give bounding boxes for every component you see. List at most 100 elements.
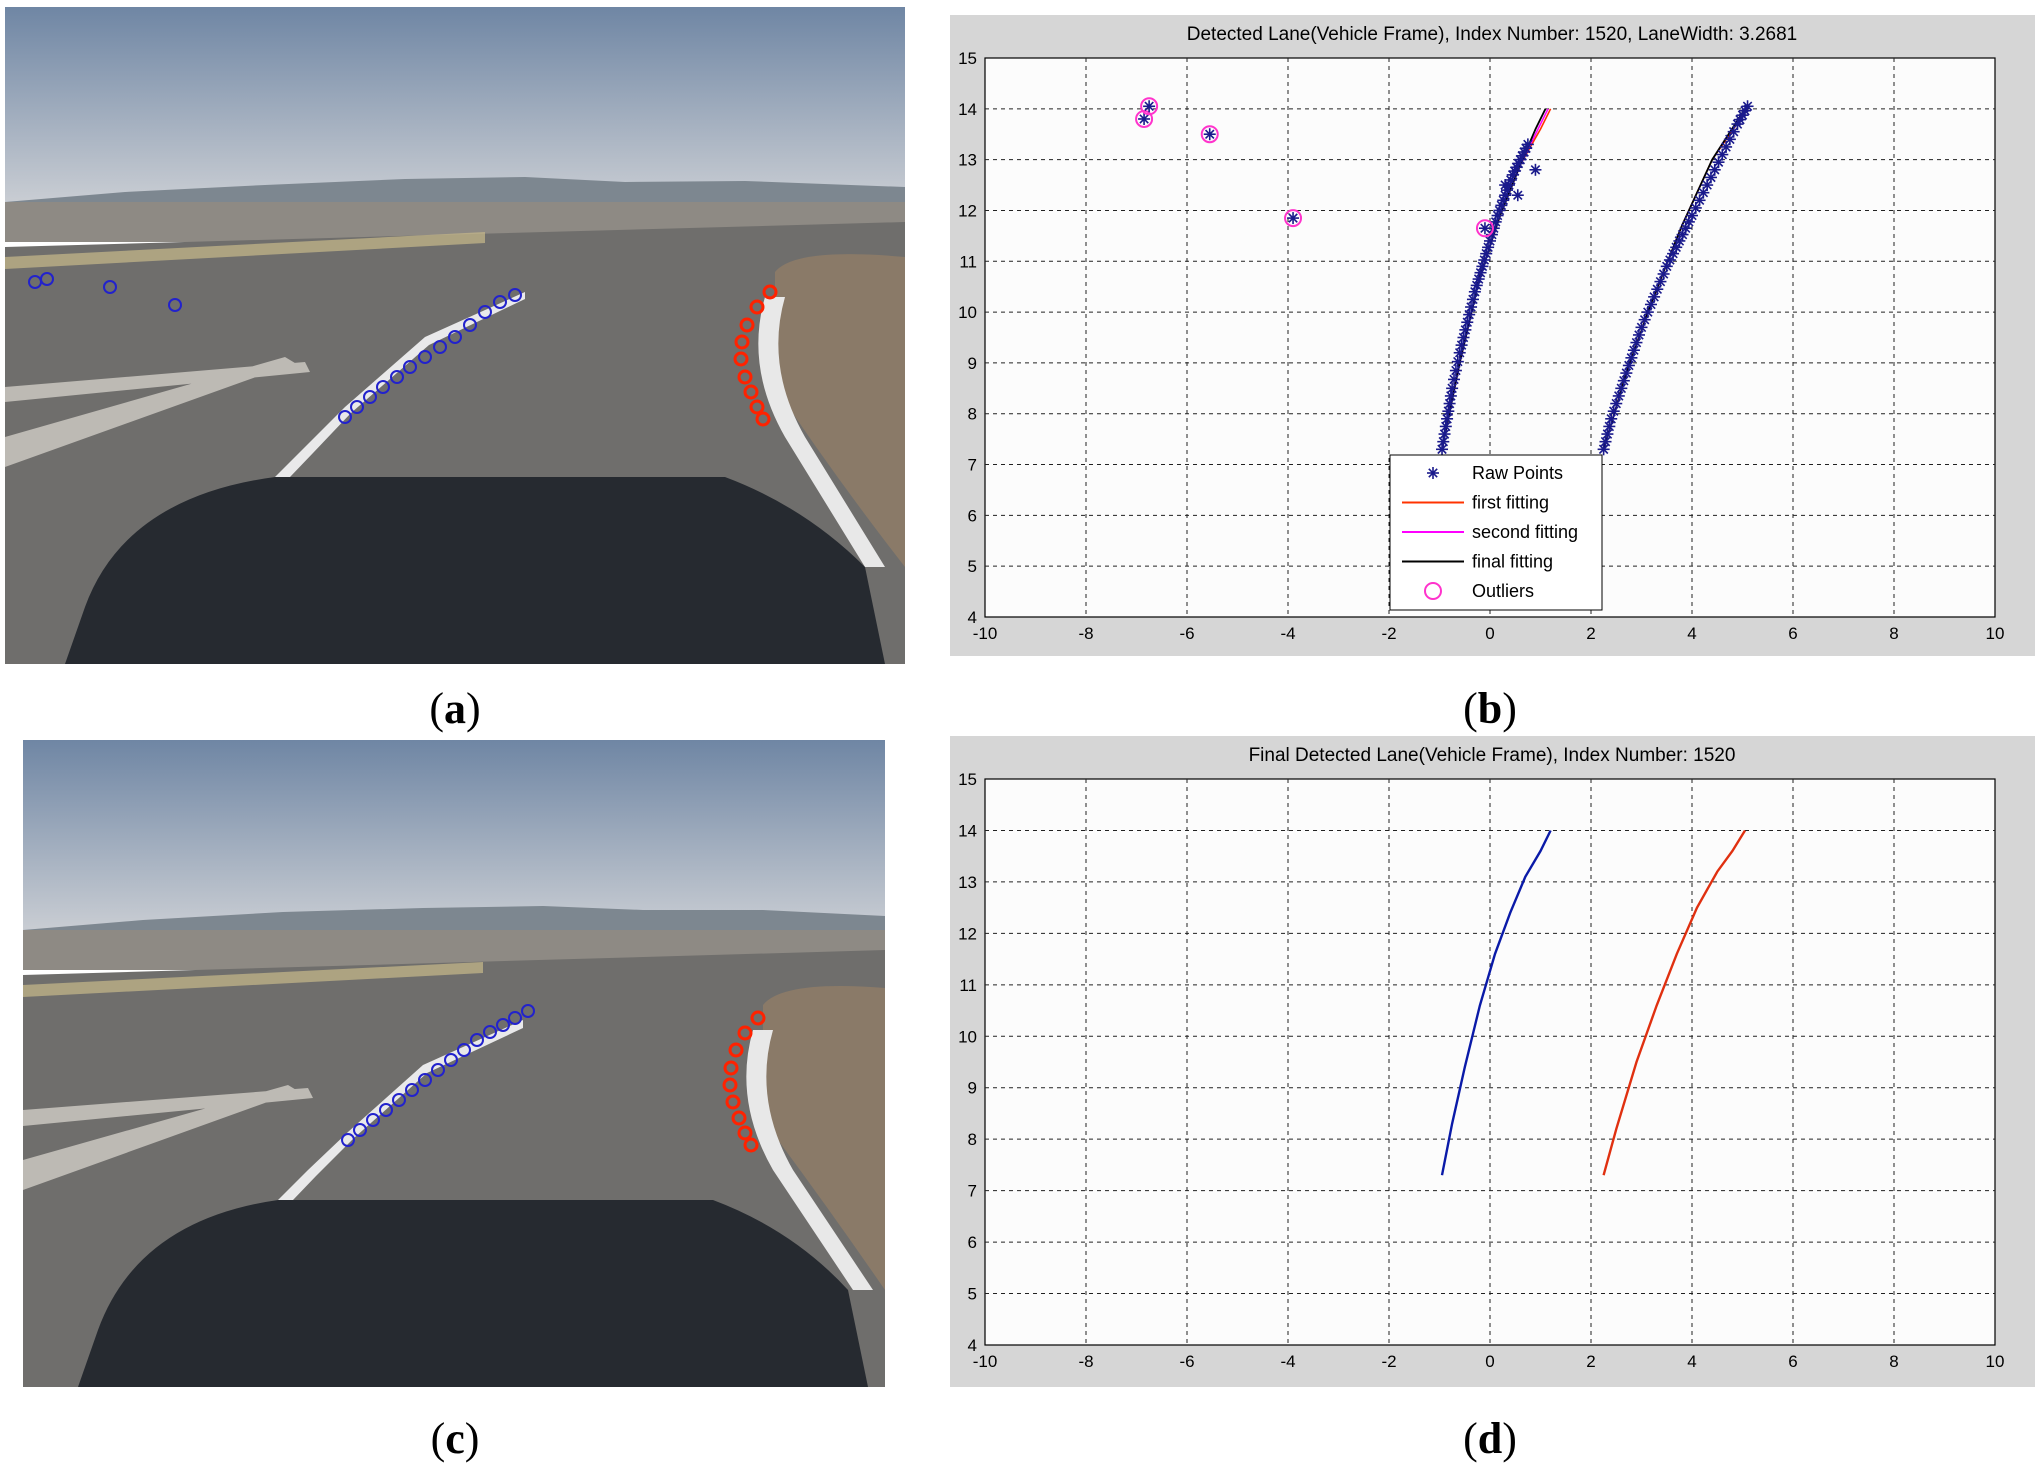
x-tick-label: 10 bbox=[1986, 1352, 2005, 1371]
x-tick-label: 6 bbox=[1788, 624, 1797, 643]
y-tick-label: 7 bbox=[968, 456, 977, 475]
legend-label: Raw Points bbox=[1472, 463, 1563, 483]
camera-image-c bbox=[23, 740, 885, 1387]
raw-point bbox=[1138, 112, 1151, 125]
raw-point bbox=[1603, 420, 1616, 433]
y-tick-label: 5 bbox=[968, 1285, 977, 1304]
raw-point bbox=[1482, 241, 1495, 254]
y-tick-label: 12 bbox=[958, 201, 977, 220]
left-lane-markers-c bbox=[341, 1004, 535, 1147]
x-tick-label: -6 bbox=[1179, 624, 1194, 643]
x-tick-label: -4 bbox=[1280, 1352, 1295, 1371]
y-tick-label: 13 bbox=[958, 151, 977, 170]
raw-point bbox=[1203, 128, 1216, 141]
raw-point bbox=[1436, 443, 1449, 456]
x-tick-label: -10 bbox=[973, 624, 998, 643]
legend-marker-raw-points bbox=[1427, 467, 1439, 479]
x-tick-label: 2 bbox=[1586, 1352, 1595, 1371]
y-tick-label: 11 bbox=[959, 252, 977, 271]
vehicle-hood bbox=[65, 477, 885, 664]
raw-point bbox=[1449, 364, 1462, 377]
x-tick-label: 10 bbox=[1986, 624, 2005, 643]
raw-point bbox=[1287, 212, 1300, 225]
outlier-marker bbox=[1140, 97, 1159, 116]
right-verge bbox=[763, 986, 885, 1290]
legend-label: first fitting bbox=[1472, 493, 1549, 513]
raw-point bbox=[1463, 308, 1476, 321]
x-tick-label: 6 bbox=[1788, 1352, 1797, 1371]
legend-label: final fitting bbox=[1472, 552, 1553, 572]
raw-point bbox=[1466, 293, 1479, 306]
x-tick-label: 4 bbox=[1687, 624, 1696, 643]
outlier-marker bbox=[1475, 219, 1494, 238]
chart-panel-d: Final Detected Lane(Vehicle Frame), Inde… bbox=[950, 736, 2035, 1387]
caption-a: (a) bbox=[429, 684, 481, 733]
raw-point bbox=[1443, 397, 1456, 410]
raw-point bbox=[1597, 443, 1610, 456]
raw-point bbox=[1457, 331, 1470, 344]
raw-point bbox=[1465, 301, 1478, 314]
raw-point bbox=[1478, 222, 1491, 235]
legend-label: Outliers bbox=[1472, 581, 1534, 601]
chart-b-svg: Detected Lane(Vehicle Frame), Index Numb… bbox=[958, 24, 2005, 643]
y-tick-label: 5 bbox=[968, 557, 977, 576]
x-tick-label: 2 bbox=[1586, 624, 1595, 643]
raw-point bbox=[1143, 100, 1156, 113]
raw-point bbox=[1704, 171, 1717, 184]
raw-point bbox=[1438, 428, 1451, 441]
y-tick-label: 4 bbox=[968, 608, 977, 627]
x-tick-label: -8 bbox=[1078, 624, 1093, 643]
road-scene-a bbox=[5, 7, 905, 664]
raw-point bbox=[1461, 316, 1474, 329]
chart-d-svg: Final Detected Lane(Vehicle Frame), Inde… bbox=[958, 745, 2005, 1371]
caption-d: (d) bbox=[1463, 1414, 1517, 1463]
x-tick-label: 0 bbox=[1485, 1352, 1494, 1371]
y-tick-label: 14 bbox=[958, 100, 977, 119]
y-tick-label: 9 bbox=[968, 354, 977, 373]
raw-point bbox=[1441, 412, 1454, 425]
outlier-marker bbox=[1135, 109, 1154, 128]
legend-label: second fitting bbox=[1472, 522, 1578, 542]
raw-point bbox=[1446, 382, 1459, 395]
raw-point bbox=[1439, 420, 1452, 433]
left-painted-line bbox=[275, 292, 525, 477]
lane-edge-right bbox=[746, 1030, 873, 1290]
sky bbox=[23, 740, 885, 930]
vehicle-hood bbox=[78, 1200, 868, 1387]
raw-point bbox=[1444, 389, 1457, 402]
final-lane-right bbox=[1602, 829, 1747, 1176]
crosswalk bbox=[23, 962, 483, 997]
outlier-marker bbox=[1200, 125, 1219, 144]
raw-point bbox=[1493, 204, 1506, 217]
chart-d-title: Final Detected Lane(Vehicle Frame), Inde… bbox=[1249, 745, 1736, 766]
camera-image-a bbox=[5, 7, 905, 664]
raw-point bbox=[1529, 163, 1542, 176]
left-lane-markers-a bbox=[28, 272, 522, 424]
chart-b-title: Detected Lane(Vehicle Frame), Index Numb… bbox=[1187, 24, 1797, 45]
raw-point bbox=[1521, 138, 1534, 151]
y-tick-label: 14 bbox=[958, 821, 977, 840]
final-lane-left bbox=[1440, 829, 1552, 1176]
raw-point bbox=[1451, 355, 1464, 368]
y-tick-label: 6 bbox=[968, 506, 977, 525]
x-tick-label: -6 bbox=[1179, 1352, 1194, 1371]
raw-point bbox=[1448, 373, 1461, 386]
raw-point bbox=[1472, 273, 1485, 286]
y-tick-label: 13 bbox=[958, 873, 977, 892]
raw-point bbox=[1622, 359, 1635, 372]
chart-panel-b: Detected Lane(Vehicle Frame), Index Numb… bbox=[950, 15, 2035, 656]
x-tick-label: -4 bbox=[1280, 624, 1295, 643]
x-tick-label: 0 bbox=[1485, 624, 1494, 643]
outlier-marker bbox=[1284, 209, 1303, 228]
arrow-marking bbox=[5, 357, 310, 467]
raw-point bbox=[1453, 346, 1466, 359]
raw-point bbox=[1459, 323, 1472, 336]
x-tick-label: 8 bbox=[1889, 1352, 1898, 1371]
raw-point bbox=[1601, 428, 1614, 441]
x-tick-label: -8 bbox=[1078, 1352, 1093, 1371]
raw-point bbox=[1511, 189, 1524, 202]
raw-point bbox=[1442, 405, 1455, 418]
raw-point bbox=[1693, 194, 1706, 207]
y-tick-label: 15 bbox=[958, 49, 977, 68]
sky bbox=[5, 7, 905, 202]
